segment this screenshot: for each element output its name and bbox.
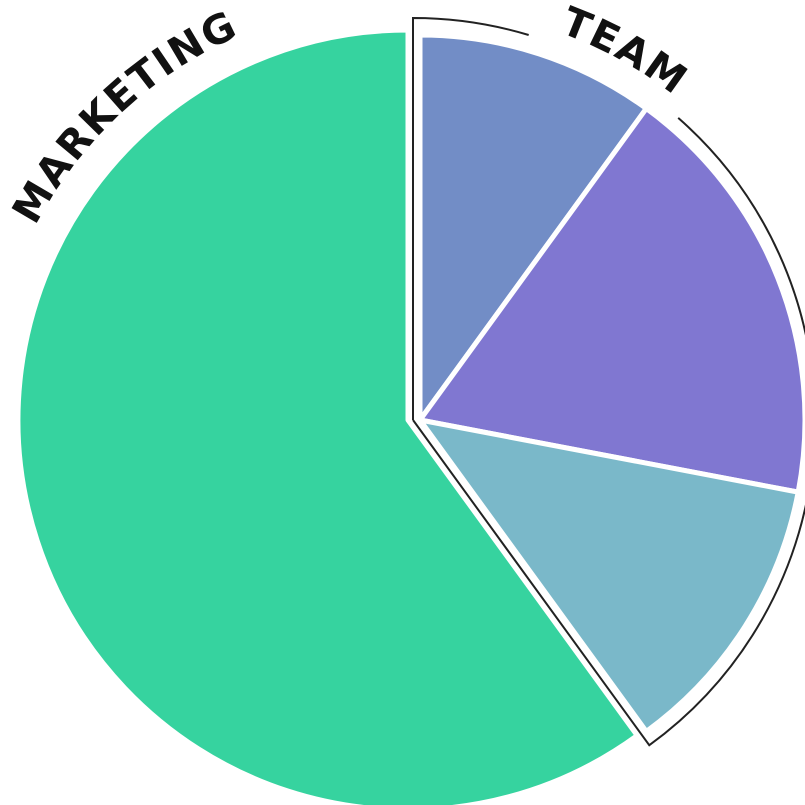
pie-slice: [417, 417, 801, 734]
pie-slice: [417, 32, 649, 423]
group-outline: [412, 16, 805, 747]
pie-slice: [15, 27, 640, 805]
pie-slice: [417, 106, 805, 495]
